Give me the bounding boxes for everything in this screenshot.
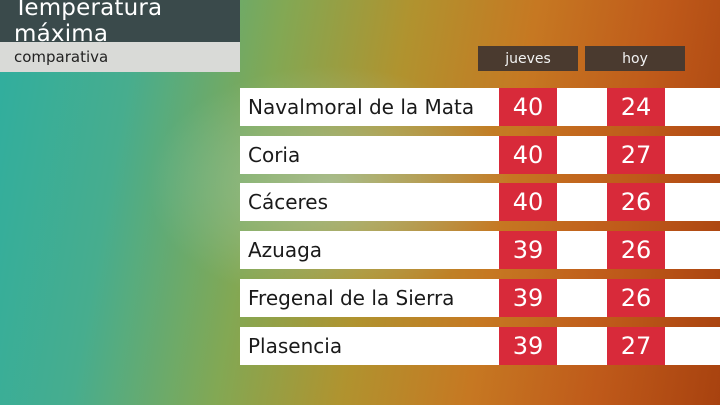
table-row: Cáceres 40 26 xyxy=(240,183,720,221)
city-name: Azuaga xyxy=(248,238,323,262)
temp-jueves: 39 xyxy=(499,231,557,269)
temp-hoy: 27 xyxy=(607,327,665,365)
city-name: Cáceres xyxy=(248,190,329,214)
table-row: Fregenal de la Sierra 39 26 xyxy=(240,279,720,317)
column-header-hoy: hoy xyxy=(585,46,685,71)
temp-hoy: 26 xyxy=(607,231,665,269)
temp-jueves: 39 xyxy=(499,327,557,365)
temp-jueves: 40 xyxy=(499,183,557,221)
temp-hoy: 26 xyxy=(607,279,665,317)
temp-jueves: 39 xyxy=(499,279,557,317)
city-name: Coria xyxy=(248,143,301,167)
table-row: Navalmoral de la Mata 40 24 xyxy=(240,88,720,126)
city-name: Navalmoral de la Mata xyxy=(248,95,475,119)
table-row: Plasencia 39 27 xyxy=(240,327,720,365)
city-name: Fregenal de la Sierra xyxy=(248,286,455,310)
city-name: Plasencia xyxy=(248,334,343,358)
temp-hoy: 24 xyxy=(607,88,665,126)
column-header-jueves: jueves xyxy=(478,46,578,71)
temp-hoy: 27 xyxy=(607,136,665,174)
page-subtitle: comparativa xyxy=(0,42,240,72)
page-title: Temperatura máxima xyxy=(0,0,240,47)
table-row: Coria 40 27 xyxy=(240,136,720,174)
temp-hoy: 26 xyxy=(607,183,665,221)
temp-jueves: 40 xyxy=(499,88,557,126)
temp-jueves: 40 xyxy=(499,136,557,174)
table-row: Azuaga 39 26 xyxy=(240,231,720,269)
